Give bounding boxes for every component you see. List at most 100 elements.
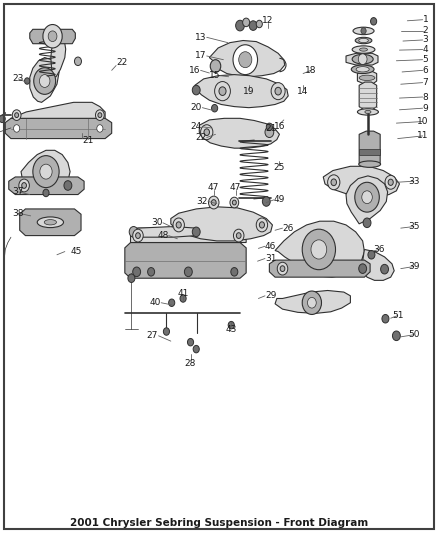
Circle shape xyxy=(302,229,336,270)
Polygon shape xyxy=(171,207,272,241)
Text: 48: 48 xyxy=(157,231,169,240)
Circle shape xyxy=(43,25,62,48)
Circle shape xyxy=(363,218,371,228)
Polygon shape xyxy=(131,228,246,243)
Polygon shape xyxy=(359,82,377,110)
Circle shape xyxy=(201,125,213,140)
Text: 24: 24 xyxy=(191,123,202,131)
Circle shape xyxy=(266,123,272,131)
Text: 20: 20 xyxy=(191,103,202,112)
Circle shape xyxy=(271,83,285,100)
Text: 46: 46 xyxy=(265,242,276,251)
Circle shape xyxy=(361,28,366,34)
Circle shape xyxy=(307,297,316,308)
Circle shape xyxy=(133,229,143,242)
Circle shape xyxy=(39,75,50,87)
Text: 4: 4 xyxy=(423,45,428,54)
Polygon shape xyxy=(346,176,388,224)
Text: 29: 29 xyxy=(265,292,276,300)
Polygon shape xyxy=(199,118,279,148)
Text: 2001 Chrysler Sebring Suspension - Front Diagram: 2001 Chrysler Sebring Suspension - Front… xyxy=(70,519,368,528)
Circle shape xyxy=(97,125,103,132)
Circle shape xyxy=(40,164,52,179)
Circle shape xyxy=(19,179,29,192)
Text: 39: 39 xyxy=(408,262,420,271)
Circle shape xyxy=(128,274,135,282)
Text: 7: 7 xyxy=(423,78,428,87)
Circle shape xyxy=(215,82,230,101)
Circle shape xyxy=(204,129,209,135)
Text: 5: 5 xyxy=(423,55,428,64)
Text: 35: 35 xyxy=(408,222,420,231)
Text: 3: 3 xyxy=(423,36,428,44)
Ellipse shape xyxy=(352,46,375,53)
Circle shape xyxy=(275,87,281,95)
Circle shape xyxy=(388,179,393,185)
Circle shape xyxy=(12,110,21,120)
Text: 36: 36 xyxy=(373,245,385,254)
Circle shape xyxy=(358,54,367,64)
Polygon shape xyxy=(11,102,105,118)
Polygon shape xyxy=(9,177,84,195)
Circle shape xyxy=(64,181,72,190)
Circle shape xyxy=(173,218,184,232)
Circle shape xyxy=(368,251,375,259)
Text: 8: 8 xyxy=(423,93,428,101)
Polygon shape xyxy=(323,166,399,197)
Circle shape xyxy=(233,229,244,242)
Circle shape xyxy=(22,183,26,188)
Circle shape xyxy=(208,196,219,209)
Text: 22: 22 xyxy=(116,59,127,67)
Circle shape xyxy=(43,189,49,197)
Text: 19: 19 xyxy=(243,87,254,96)
Circle shape xyxy=(48,31,57,42)
Text: 40: 40 xyxy=(150,298,161,307)
Text: 21: 21 xyxy=(265,125,276,133)
Circle shape xyxy=(14,112,18,118)
Circle shape xyxy=(228,321,234,329)
Text: 14: 14 xyxy=(297,87,309,96)
Text: 22: 22 xyxy=(195,133,206,142)
Circle shape xyxy=(25,78,30,84)
Circle shape xyxy=(259,222,265,228)
Circle shape xyxy=(193,345,199,353)
Polygon shape xyxy=(21,150,70,193)
Ellipse shape xyxy=(357,109,378,115)
Circle shape xyxy=(148,268,155,276)
Ellipse shape xyxy=(351,65,374,74)
Circle shape xyxy=(230,197,239,208)
Circle shape xyxy=(249,21,257,30)
Circle shape xyxy=(359,264,367,273)
Circle shape xyxy=(192,85,200,95)
Text: 47: 47 xyxy=(208,183,219,192)
Text: 15: 15 xyxy=(209,71,220,80)
Circle shape xyxy=(210,60,221,72)
Polygon shape xyxy=(51,41,66,77)
Text: 27: 27 xyxy=(147,332,158,340)
Text: 45: 45 xyxy=(71,247,82,256)
Polygon shape xyxy=(346,53,378,65)
Circle shape xyxy=(192,227,200,237)
Circle shape xyxy=(163,328,170,335)
Polygon shape xyxy=(269,260,370,277)
Text: 21: 21 xyxy=(82,136,94,144)
Text: 16: 16 xyxy=(274,123,285,131)
Text: 30: 30 xyxy=(151,219,162,227)
Circle shape xyxy=(392,331,400,341)
Ellipse shape xyxy=(356,67,369,72)
Text: 11: 11 xyxy=(417,132,428,140)
Text: 1: 1 xyxy=(423,15,428,24)
Circle shape xyxy=(381,264,389,274)
Text: 49: 49 xyxy=(274,196,285,204)
Text: 2: 2 xyxy=(423,27,428,35)
Circle shape xyxy=(331,179,336,185)
Text: 13: 13 xyxy=(195,33,206,42)
Text: 47: 47 xyxy=(230,183,241,192)
Circle shape xyxy=(371,18,377,25)
Polygon shape xyxy=(125,243,246,278)
Text: 26: 26 xyxy=(283,224,294,232)
Text: 38: 38 xyxy=(12,209,24,217)
Text: 31: 31 xyxy=(265,254,276,263)
Text: 16: 16 xyxy=(189,66,201,75)
Circle shape xyxy=(237,233,241,238)
